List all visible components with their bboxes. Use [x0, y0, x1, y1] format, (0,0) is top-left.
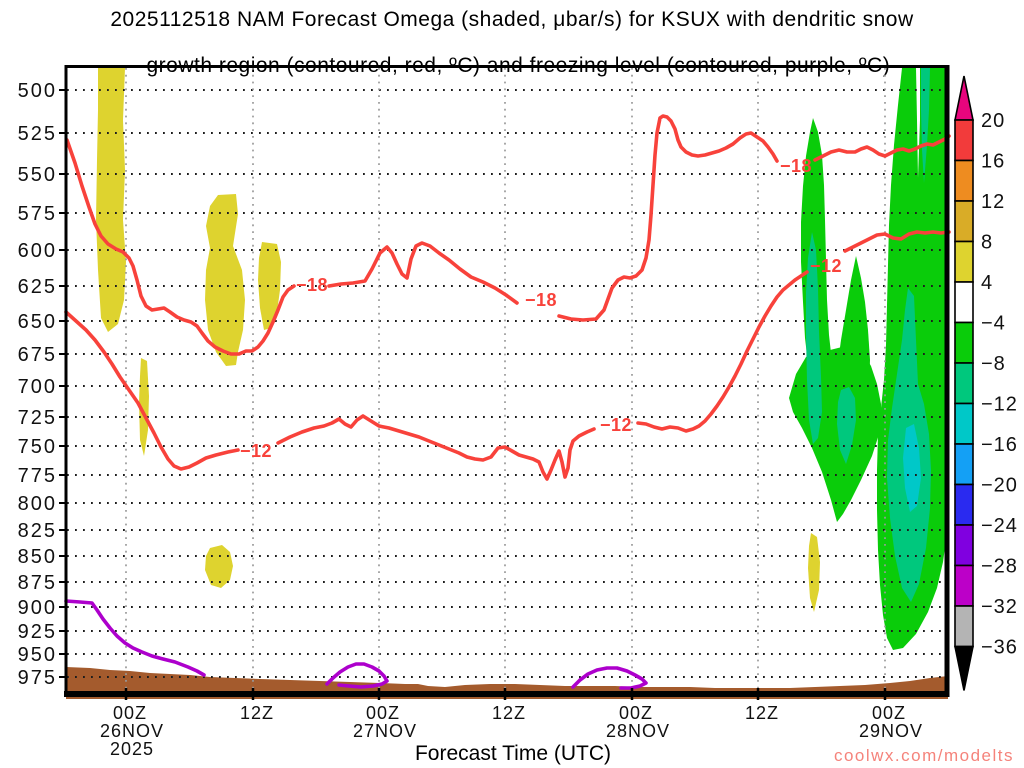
dendritic-contour: [557, 114, 779, 322]
y-axis-label: 650: [18, 311, 57, 333]
colorbar-block: [954, 321, 974, 364]
colorbar-label: −12: [981, 394, 1018, 416]
freezing-level-line: [325, 662, 389, 689]
omega-shaded-region--4to-8: [789, 347, 881, 522]
contour-label: −12: [810, 256, 842, 276]
colorbar-label: −36: [981, 637, 1018, 659]
x-axis-tick-label: 12Z: [240, 703, 274, 723]
watermark-credit: coolwx.com/modelts: [833, 746, 1014, 765]
colorbar-block: [954, 362, 974, 405]
x-axis-tick-label: 29NOV: [859, 721, 923, 741]
x-axis-title: Forecast Time (UTC): [414, 742, 611, 765]
colorbar-label: −24: [981, 515, 1018, 537]
colorbar-label: 12: [981, 191, 1005, 213]
x-axis-tick-label: 28NOV: [606, 721, 670, 741]
colorbar-label: −32: [981, 596, 1018, 618]
colorbar-label: −4: [981, 313, 1006, 335]
colorbar-block: [954, 119, 974, 162]
x-axis-tick-label: 2025: [110, 739, 154, 759]
omega-shaded-region--8to-12: [806, 232, 822, 444]
y-axis-label: 575: [18, 203, 57, 225]
y-axis-label: 750: [18, 436, 57, 458]
colorbar-block: [954, 483, 974, 526]
y-axis-label: 800: [18, 493, 57, 515]
y-axis-label: 600: [18, 240, 57, 262]
dendritic-contour: [636, 270, 809, 433]
colorbar-block: [954, 200, 974, 243]
y-axis-label: 525: [18, 123, 57, 145]
y-axis-label: 550: [18, 164, 57, 186]
y-axis-label: 975: [18, 667, 57, 689]
dendritic-contour: [276, 414, 596, 481]
freezing-level-line: [571, 666, 648, 690]
colorbar-label: −20: [981, 475, 1018, 497]
contour-label: −12: [240, 441, 272, 461]
omega-shaded-region-+4to+8: [96, 68, 126, 332]
omega-shaded-region-+4to+8: [139, 358, 149, 456]
y-axis-label: 675: [18, 344, 57, 366]
figure-title-line1: 2025112518 NAM Forecast Omega (shaded, μ…: [110, 8, 914, 31]
dendritic-contour: [64, 310, 240, 471]
x-axis-tick-label: 12Z: [492, 703, 526, 723]
x-axis-tick-label: 26NOV: [100, 721, 164, 741]
x-axis-tick-label: 12Z: [745, 703, 779, 723]
y-axis-label: 625: [18, 276, 57, 298]
colorbar-label: 8: [981, 232, 993, 254]
y-axis-label: 700: [18, 376, 57, 398]
y-axis-label: 900: [18, 597, 57, 619]
dendritic-contour: [813, 134, 951, 162]
colorbar-block: [954, 524, 974, 567]
dendritic-contour: [65, 138, 296, 356]
colorbar-label: 20: [981, 110, 1005, 132]
colorbar-label: −16: [981, 434, 1018, 456]
y-axis-label: 825: [18, 520, 57, 542]
colorbar-block: [954, 443, 974, 486]
colorbar-block: [954, 564, 974, 607]
y-axis-label: 925: [18, 621, 57, 643]
colorbar-label: 4: [981, 272, 993, 294]
x-axis-tick-label: 00Z: [366, 703, 400, 723]
colorbar-block: [954, 281, 974, 324]
colorbar-label: −8: [981, 353, 1006, 375]
contour-label: −18: [525, 290, 557, 310]
omega-shaded-region-+4to+8: [205, 194, 245, 366]
y-axis-label: 775: [18, 465, 57, 487]
omega-shaded-region--8to-12: [921, 68, 930, 183]
omega-shaded-region-+4to+8: [808, 533, 820, 612]
y-axis-label: 950: [18, 644, 57, 666]
omega-shaded-region-+4to+8: [258, 242, 281, 330]
colorbar-block: [954, 605, 974, 648]
y-axis-label: 500: [18, 80, 57, 102]
freezing-level-line: [64, 599, 206, 677]
omega-shaded-region--8to-12: [837, 387, 856, 464]
y-axis-label: 725: [18, 407, 57, 429]
x-axis-tick-label: 27NOV: [353, 721, 417, 741]
y-axis-label: 850: [18, 546, 57, 568]
x-axis-tick-label: 00Z: [619, 703, 653, 723]
contour-label: −18: [296, 275, 328, 295]
y-axis-label: 875: [18, 572, 57, 594]
x-axis-tick-label: 00Z: [113, 703, 147, 723]
contour-label: −18: [780, 156, 812, 176]
colorbar-label: 16: [981, 151, 1005, 173]
colorbar-block: [954, 240, 974, 283]
dendritic-contour: [843, 230, 951, 253]
x-axis-tick-label: 00Z: [872, 703, 906, 723]
colorbar-block: [954, 159, 974, 202]
dendritic-contour: [327, 241, 519, 305]
contour-label: −12: [600, 415, 632, 435]
colorbar-top-arrow: [954, 75, 974, 121]
colorbar-block: [954, 402, 974, 445]
colorbar-bottom-arrow: [954, 645, 974, 691]
colorbar-label: −28: [981, 556, 1018, 578]
